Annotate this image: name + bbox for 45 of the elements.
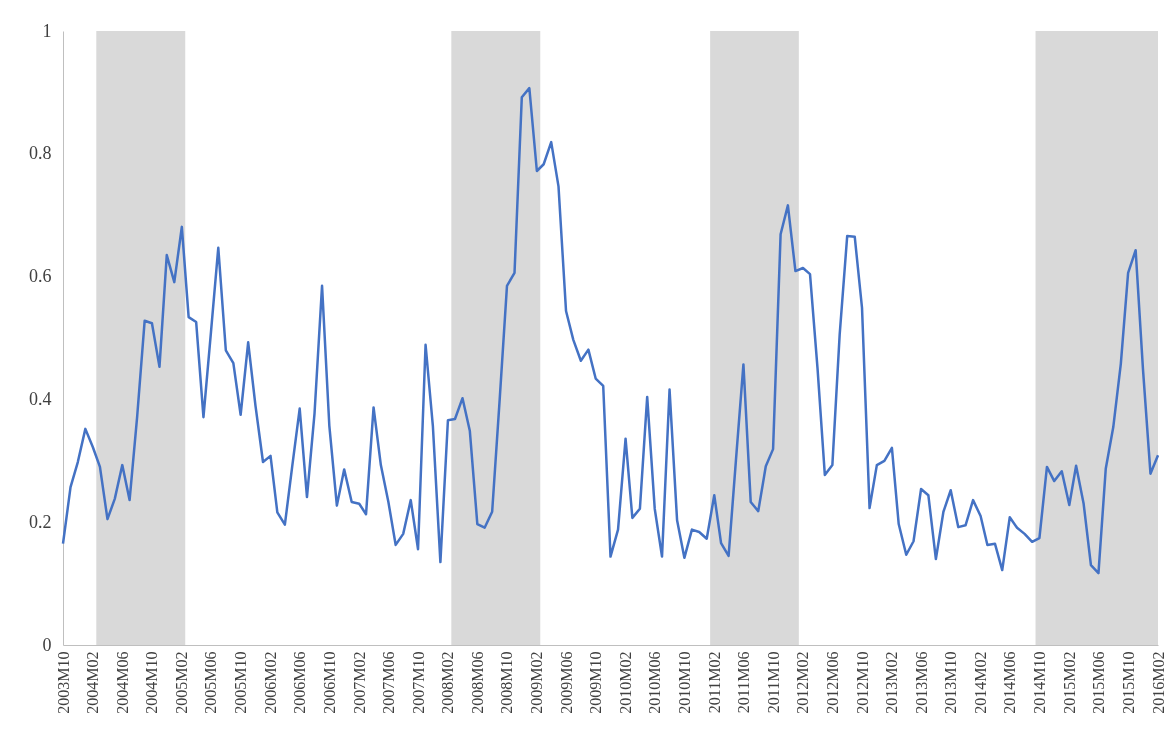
x-tick-label: 2015M10 [1119, 651, 1137, 714]
x-tick-label: 2004M02 [84, 651, 102, 714]
x-tick-label: 2013M02 [883, 651, 901, 714]
x-tick-label: 2016M02 [1149, 651, 1167, 714]
x-tick-label: 2005M10 [232, 651, 250, 714]
x-tick-label: 2012M02 [794, 651, 812, 714]
x-tick-label: 2014M02 [972, 651, 990, 714]
x-tick-label: 2013M10 [942, 651, 960, 714]
x-tick-label: 2008M06 [468, 651, 486, 714]
x-tick-label: 2011M06 [734, 651, 752, 714]
x-tick-label: 2007M02 [350, 651, 368, 714]
x-tick-label: 2008M02 [439, 651, 457, 714]
x-tick-label: 2004M06 [113, 651, 131, 714]
y-tick-label: 0.8 [29, 143, 52, 164]
x-tick-label: 2006M10 [320, 651, 338, 714]
y-tick-label: 0.2 [29, 511, 52, 532]
y-tick-label: 1 [42, 20, 52, 41]
line-series [61, 86, 1160, 575]
x-tick-label: 2005M02 [173, 651, 191, 714]
x-tick-label: 2009M06 [557, 651, 575, 714]
x-tick-label: 2011M10 [764, 651, 782, 714]
y-tick-label: 0 [42, 634, 52, 655]
x-tick-label: 2015M06 [1089, 651, 1107, 714]
y-tick-label: 0.6 [29, 266, 52, 287]
x-tick-label: 2003M10 [54, 651, 72, 714]
x-tick-label: 2009M02 [528, 651, 546, 714]
x-tick-label: 2005M06 [202, 651, 220, 714]
x-tick-label: 2011M02 [705, 651, 723, 714]
x-tick-label: 2013M06 [912, 651, 930, 714]
x-tick-label: 2008M10 [498, 651, 516, 714]
x-tick-label: 2014M10 [1030, 651, 1048, 714]
x-tick-label: 2012M06 [823, 651, 841, 714]
x-tick-label: 2012M10 [853, 651, 871, 714]
x-tick-label: 2009M10 [587, 651, 605, 714]
y-tick-label: 0.4 [29, 388, 52, 409]
x-tick-label: 2006M02 [262, 651, 280, 714]
x-tick-label: 2014M06 [1001, 651, 1019, 714]
x-tick-label: 2006M06 [291, 651, 309, 714]
x-tick-label: 2015M02 [1060, 651, 1078, 714]
x-tick-label: 2007M06 [379, 651, 397, 714]
x-tick-label: 2010M10 [675, 651, 693, 714]
x-tick-label: 2007M10 [409, 651, 427, 714]
x-tick-label: 2010M02 [617, 651, 635, 714]
x-tick-label: 2010M06 [646, 651, 664, 714]
x-tick-label: 2004M10 [143, 651, 161, 714]
